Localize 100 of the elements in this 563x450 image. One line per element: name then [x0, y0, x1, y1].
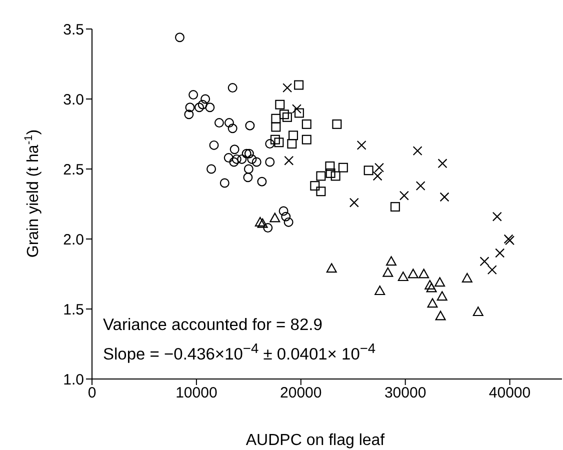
point	[436, 291, 448, 301]
point	[316, 171, 326, 181]
point	[281, 212, 291, 222]
point	[206, 164, 216, 174]
point	[326, 168, 336, 178]
point	[480, 256, 490, 266]
point	[487, 265, 497, 275]
point	[228, 124, 238, 134]
point	[435, 310, 446, 320]
point	[330, 171, 340, 181]
point	[257, 218, 268, 228]
point	[294, 108, 304, 118]
point	[374, 162, 384, 172]
x-tick-label: 40000	[488, 384, 531, 402]
point	[372, 171, 382, 181]
point	[492, 212, 502, 222]
point	[244, 164, 254, 174]
point	[326, 263, 337, 273]
point	[275, 100, 285, 110]
x-axis-title: AUDPC on flag leaf	[246, 432, 386, 449]
annotation: Variance accounted for = 82.9	[103, 316, 322, 335]
point	[224, 118, 234, 128]
point	[229, 157, 239, 167]
y-tick-label: 1.0	[63, 371, 84, 388]
point	[302, 119, 312, 129]
point	[228, 83, 238, 93]
point	[338, 162, 348, 172]
point	[356, 140, 366, 150]
point	[434, 277, 446, 287]
x-tick-label: 30000	[384, 384, 426, 402]
point	[270, 134, 280, 144]
point	[282, 112, 292, 122]
point	[224, 153, 234, 163]
point	[279, 110, 289, 120]
point	[242, 148, 252, 158]
point	[284, 217, 294, 227]
point	[274, 138, 284, 148]
point	[185, 102, 195, 112]
point	[245, 120, 255, 130]
point	[374, 286, 386, 296]
point	[243, 172, 253, 182]
point	[287, 139, 297, 149]
point	[472, 306, 484, 316]
point	[386, 256, 396, 266]
point	[278, 206, 288, 216]
point	[294, 80, 304, 90]
point	[438, 158, 448, 168]
annotation: Slope = −0.436×10$^{−4}$ ± 0.0401× 10$^{−4}$	[103, 341, 376, 364]
point	[254, 216, 266, 226]
point	[271, 122, 281, 132]
point	[495, 248, 505, 258]
point	[205, 102, 215, 112]
point	[310, 181, 320, 191]
point	[390, 202, 400, 212]
point	[462, 272, 472, 282]
point	[416, 181, 426, 191]
x-tick-label: 10000	[176, 384, 218, 402]
point	[184, 110, 194, 120]
y-tick-label: 3.5	[63, 21, 84, 38]
point	[284, 156, 294, 166]
y-tick-label: 1.5	[63, 301, 84, 318]
point	[214, 118, 224, 128]
point	[292, 104, 302, 114]
y-tick-label: 3.0	[63, 91, 84, 108]
point	[237, 154, 247, 164]
point	[244, 148, 254, 158]
point	[188, 90, 198, 100]
point	[200, 94, 210, 104]
point	[398, 272, 408, 282]
point	[232, 154, 242, 164]
point	[257, 176, 267, 186]
point	[174, 32, 184, 42]
point	[194, 102, 204, 112]
point	[382, 267, 394, 277]
point	[364, 166, 374, 176]
point	[325, 161, 335, 171]
x-tick-label: 20000	[280, 384, 322, 402]
point	[332, 119, 342, 129]
point	[399, 190, 409, 200]
point	[412, 146, 422, 156]
point	[198, 100, 208, 110]
x-tick-label: 0	[88, 384, 96, 402]
point	[271, 114, 281, 124]
point	[288, 130, 298, 140]
point	[263, 223, 273, 233]
point	[440, 192, 450, 202]
point	[424, 280, 436, 290]
point	[270, 212, 280, 222]
point	[349, 198, 359, 208]
point	[230, 144, 240, 154]
y-tick-label: 2.5	[63, 161, 84, 178]
point	[418, 268, 430, 278]
y-tick-label: 2.0	[63, 231, 84, 248]
point	[316, 186, 326, 196]
point	[408, 268, 418, 278]
point	[282, 83, 292, 93]
point	[265, 157, 275, 167]
point	[247, 154, 257, 164]
point	[209, 140, 219, 150]
point	[302, 134, 312, 144]
